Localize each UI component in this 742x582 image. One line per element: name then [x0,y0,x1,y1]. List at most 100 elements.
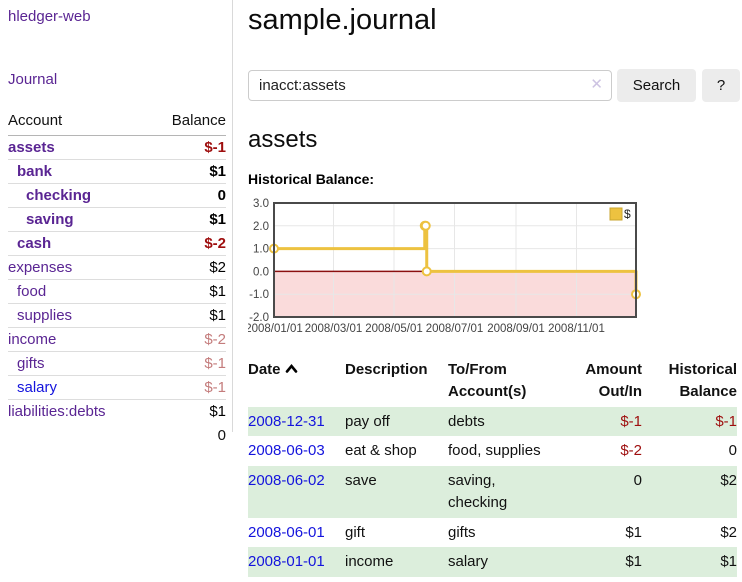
transaction-description: pay off [345,412,390,430]
spacer [8,423,148,448]
sort-ascending-icon [285,359,298,381]
x-axis-tick-label: 2008/01/01 [248,323,303,335]
account-link[interactable]: saving [26,211,74,228]
transaction-amount: $-2 [620,442,642,460]
account-link[interactable]: liabilities:debts [8,403,106,420]
help-button[interactable]: ? [702,69,740,102]
account-balance: 0 [148,183,226,208]
register-col-description: Description [345,361,428,378]
transaction-accounts: debts [448,412,485,430]
account-row: gifts $-1 [8,351,226,376]
x-axis-tick-label: 2008/07/01 [426,323,484,335]
account-link[interactable]: expenses [8,259,73,276]
x-axis-tick-label: 2008/09/01 [487,323,545,335]
account-balance: $1 [148,399,226,423]
account-row: supplies $1 [8,303,226,328]
account-row: cash $-2 [8,231,226,256]
account-link[interactable]: salary [17,379,58,396]
search-button[interactable]: Search [617,69,696,102]
accounts-total-row: 0 [8,423,226,448]
account-heading: assets [248,126,318,153]
legend-swatch [609,207,623,221]
transaction-balance: $2 [720,523,737,541]
page-title: sample.journal [248,4,437,36]
register-row: 2008-06-03 eat & shop food, supplies $-2 0 [248,436,737,466]
register-col-accounts: To/From Account(s) [448,361,527,400]
account-link[interactable]: income [8,331,57,348]
account-link[interactable]: bank [17,163,53,180]
register-col-balance: Historical Balance [668,361,737,400]
account-balance: $1 [148,279,226,304]
account-link[interactable]: assets [8,139,55,156]
transaction-accounts: gifts [448,523,476,541]
account-row: income $-2 [8,327,226,352]
account-link[interactable]: food [17,283,47,300]
transaction-description: income [345,553,394,571]
account-row: salary $-1 [8,375,226,400]
transaction-description: save [345,472,377,489]
transaction-date-link[interactable]: 2008-06-01 [248,523,325,541]
transaction-date-link[interactable]: 2008-06-03 [248,442,325,460]
y-axis-tick-label: 2.0 [253,221,269,233]
transaction-description: eat & shop [345,442,417,460]
y-axis-tick-label: -2.0 [249,312,269,324]
clear-search-icon[interactable]: ✕ [590,76,603,93]
account-link[interactable]: supplies [17,307,73,324]
accounts-table: Account Balance assets $-1 bank $1 checking 0… [8,108,226,448]
register-row: 2008-12-31 pay off debts $-1 $-1 [248,406,737,437]
search-input[interactable] [248,70,612,101]
register-row: 2008-06-02 save saving, checking 0 $2 [248,466,737,518]
account-row: liabilities:debts $1 [8,399,226,423]
register-row: 2008-06-01 gift gifts $1 $2 [248,518,737,548]
sidebar-divider [232,0,233,432]
transaction-amount: $1 [625,553,642,571]
account-row: food $1 [8,279,226,304]
transaction-balance: $1 [720,553,737,571]
account-row: checking 0 [8,183,226,208]
transaction-amount: $1 [625,523,642,541]
account-balance: $2 [148,255,226,280]
app-title-link[interactable]: hledger-web [8,8,91,25]
register-col-amount: Amount Out/In [585,361,642,400]
account-balance: $1 [148,159,226,184]
account-balance: $1 [148,303,226,328]
y-axis-tick-label: 0.0 [253,266,269,278]
x-axis-tick-label: 2008/11/01 [548,323,605,335]
accounts-col-account: Account [8,108,149,136]
account-row: saving $1 [8,207,226,232]
plot-border [273,202,637,318]
x-axis-tick-label: 2008/03/01 [305,323,363,335]
account-link[interactable]: cash [17,235,52,252]
legend-label: $ [624,207,631,221]
y-axis-tick-label: -1.0 [249,289,269,301]
account-row: assets $-1 [8,136,226,160]
accounts-col-balance: Balance [148,108,226,136]
register-table: Date Description To/From Account(s) Amou… [248,357,737,577]
account-balance: $-1 [204,139,226,156]
accounts-total-value: 0 [217,427,226,444]
transaction-accounts: saving, checking [448,472,508,511]
sidebar-item-journal[interactable]: Journal [8,71,58,88]
data-point-marker [421,266,432,277]
transaction-balance: $-1 [715,412,737,430]
account-balance: $-2 [148,231,226,256]
y-axis-tick-label: 1.0 [253,244,269,256]
transaction-date-link[interactable]: 2008-06-02 [248,472,325,489]
transaction-date-link[interactable]: 2008-01-01 [248,553,325,571]
transaction-description: gift [345,523,366,541]
transaction-balance: $2 [720,472,737,489]
data-point-marker [420,220,431,231]
register-col-date[interactable]: Date [248,357,345,407]
register-row: 2008-01-01 income salary $1 $1 [248,547,737,577]
account-balance: $1 [148,207,226,232]
account-link[interactable]: checking [26,187,92,204]
account-row: bank $1 [8,159,226,184]
account-balance: $-2 [148,327,226,352]
account-link[interactable]: gifts [17,355,45,372]
account-balance: $-1 [148,375,226,400]
search-input-wrap: ✕ [248,70,612,101]
account-row: expenses $2 [8,255,226,280]
transaction-date-link[interactable]: 2008-12-31 [248,412,325,430]
